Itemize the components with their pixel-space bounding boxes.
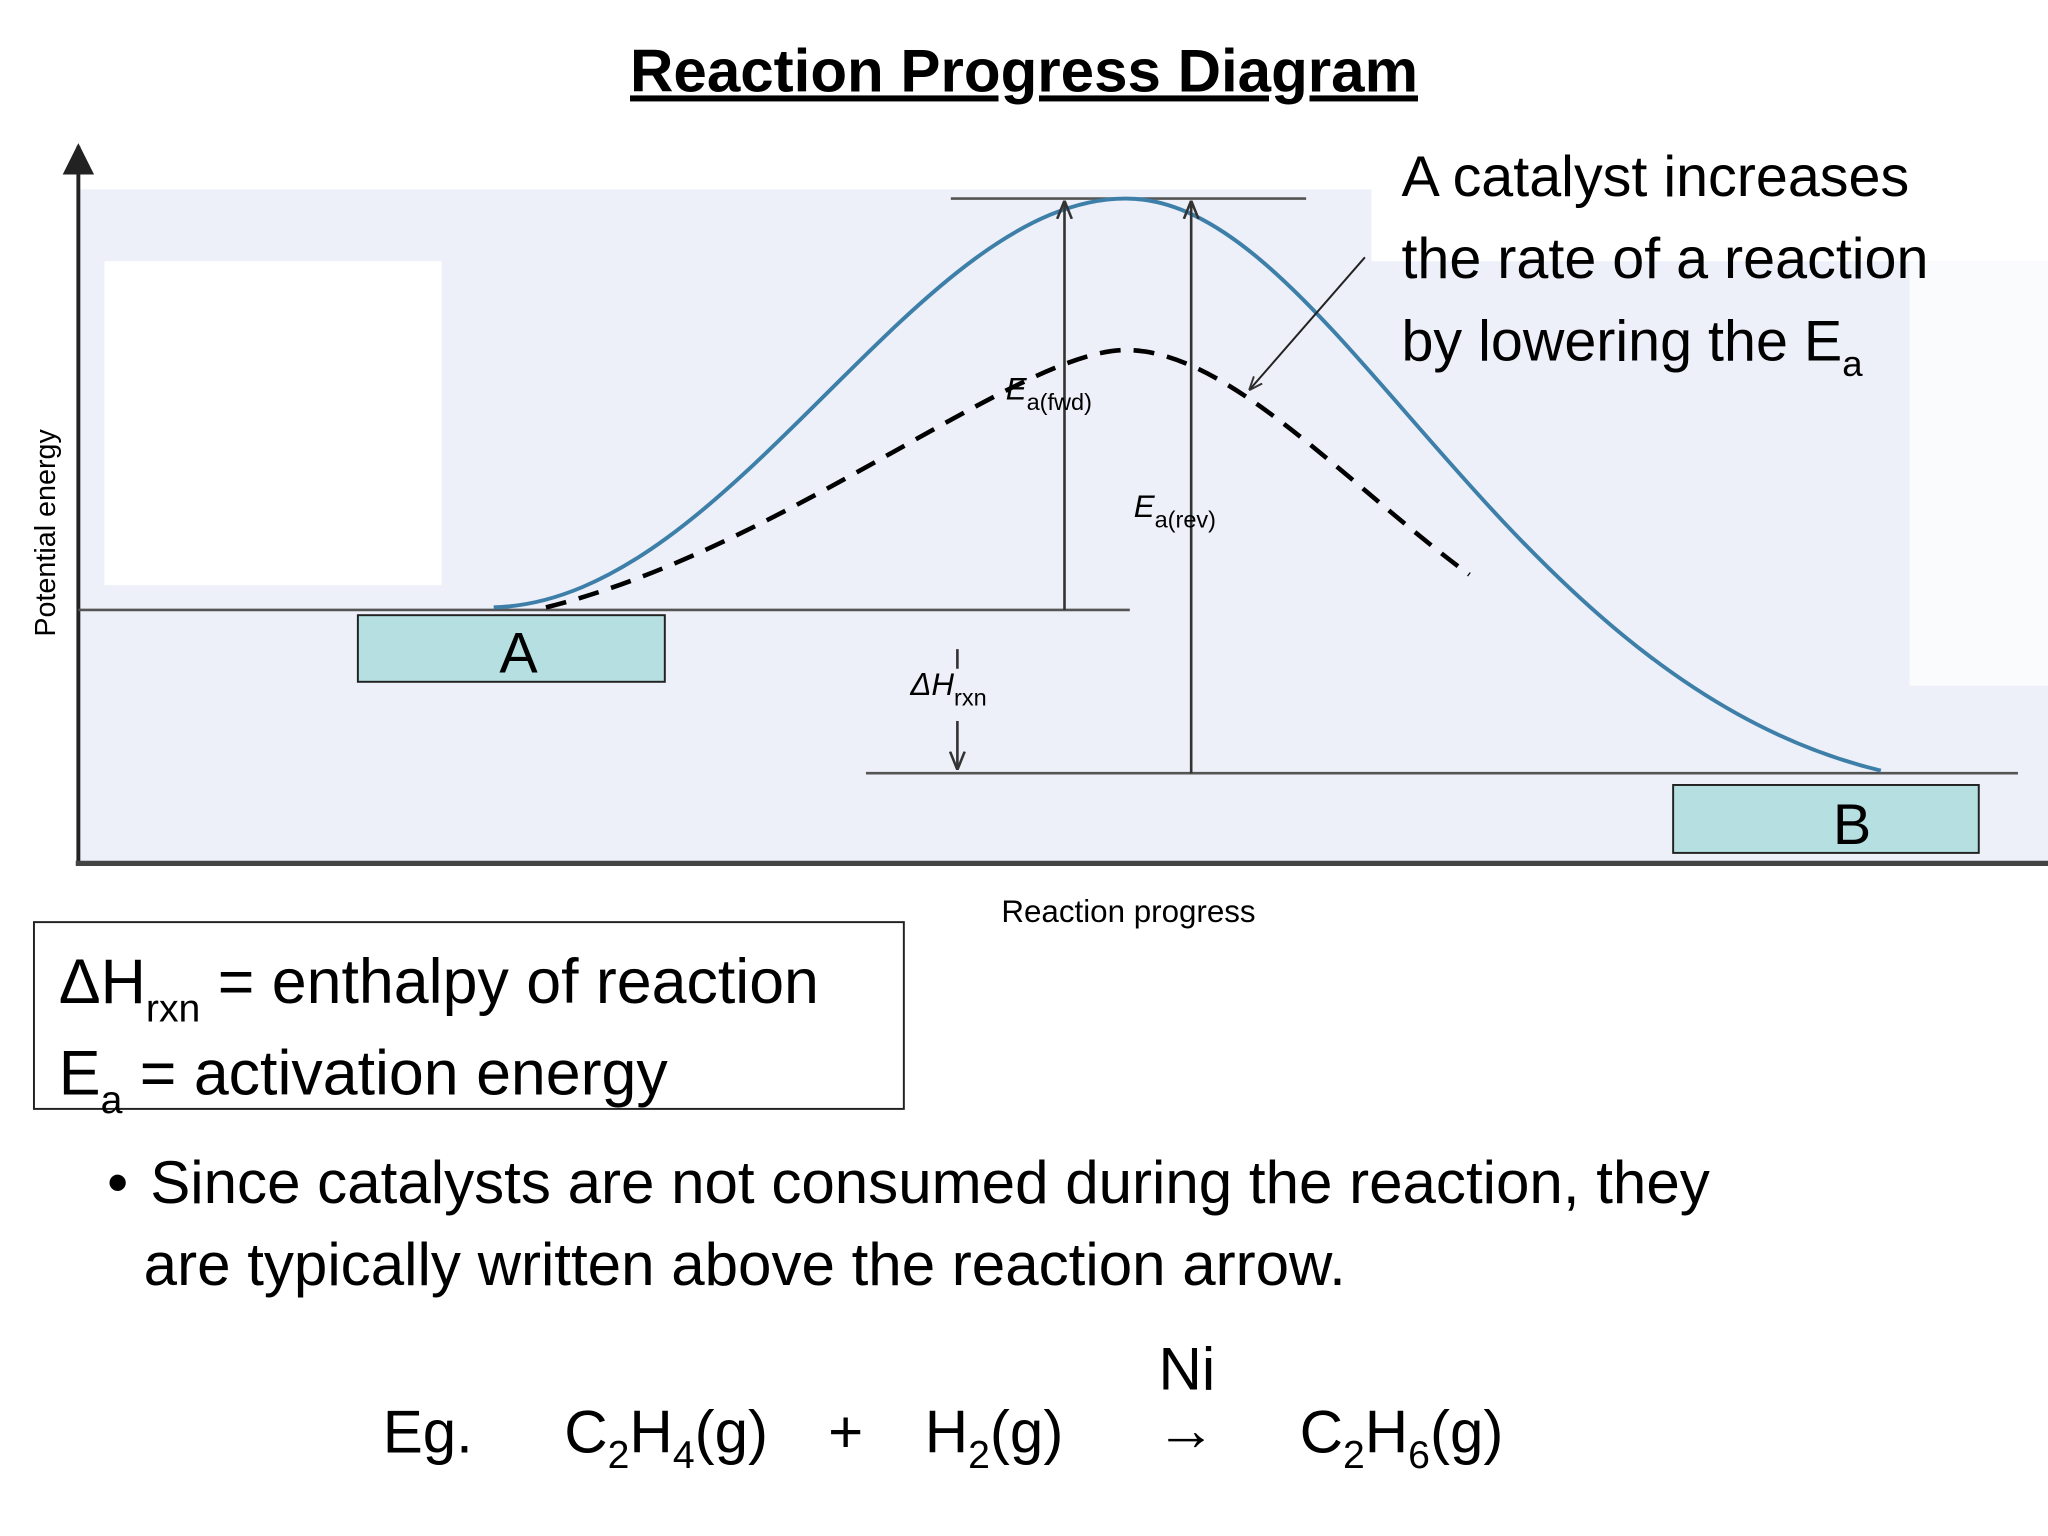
equation-formula: C2H4(g) bbox=[564, 1398, 768, 1477]
dh-label: ΔHrxn bbox=[909, 667, 986, 710]
bullet-line: are typically written above the reaction… bbox=[144, 1231, 1346, 1298]
legend-sub: a bbox=[101, 1079, 123, 1122]
legend-line: Ea = activation energy bbox=[59, 1039, 669, 1122]
product-label: B bbox=[1833, 793, 1871, 857]
formula-text: H bbox=[1365, 1398, 1408, 1465]
background-patch bbox=[1909, 261, 2048, 686]
ea-fwd-label: Ea(fwd) bbox=[1006, 372, 1092, 415]
label-sub: a(fwd) bbox=[1027, 389, 1092, 415]
background-patch bbox=[104, 261, 442, 586]
catalyzed-curve bbox=[545, 347, 1471, 610]
formula-text: H bbox=[925, 1398, 968, 1465]
legend-main: ΔH bbox=[59, 947, 146, 1017]
x-axis-label: Reaction progress bbox=[1001, 894, 1255, 929]
label-main: E bbox=[1134, 489, 1156, 524]
formula-text: C bbox=[564, 1398, 607, 1465]
equation-catalyst: Ni bbox=[1159, 1336, 1216, 1403]
formula-subscript: 4 bbox=[673, 1434, 695, 1477]
equation-formula: H2(g) bbox=[925, 1398, 1064, 1477]
annotation-sub: a bbox=[1842, 343, 1863, 384]
legend-box bbox=[32, 921, 905, 1110]
legend-text: = activation energy bbox=[122, 1039, 668, 1109]
bullet-line: Since catalysts are not consumed during … bbox=[150, 1149, 1710, 1216]
legend-sub: rxn bbox=[146, 987, 200, 1030]
reactant-box bbox=[356, 614, 666, 683]
label-main: ΔH bbox=[909, 667, 954, 702]
legend-main: E bbox=[59, 1039, 101, 1109]
label-sub: a(rev) bbox=[1155, 507, 1216, 533]
reactant-label: A bbox=[499, 622, 538, 686]
annotation-pointer bbox=[1250, 256, 1366, 389]
annotation-line: A catalyst increases bbox=[1401, 145, 1909, 209]
ea-rev-label: Ea(rev) bbox=[1134, 489, 1216, 532]
annotation-line: by lowering the Ea bbox=[1401, 309, 1863, 384]
equation-prefix: Eg. bbox=[383, 1398, 473, 1465]
y-axis-label: Potential energy bbox=[30, 428, 62, 636]
formula-text: C bbox=[1300, 1398, 1343, 1465]
annotation-line: the rate of a reaction bbox=[1401, 227, 1928, 291]
formula-text: H bbox=[629, 1398, 672, 1465]
equation: Eg. Ni → + C2H4(g) H2(g) C2H6(g) bbox=[383, 1336, 1504, 1477]
equation-plus: + bbox=[828, 1398, 863, 1465]
formula-text: (g) bbox=[990, 1398, 1063, 1465]
formula-subscript: 2 bbox=[968, 1434, 990, 1477]
product-box bbox=[1672, 783, 1980, 854]
formula-text: (g) bbox=[695, 1398, 768, 1465]
equation-formula: C2H6(g) bbox=[1300, 1398, 1504, 1477]
legend-line: ΔHrxn = enthalpy of reaction bbox=[59, 947, 819, 1030]
equation-arrow: → bbox=[1156, 1396, 1216, 1463]
annotation-text: by lowering the E bbox=[1401, 309, 1842, 373]
formula-subscript: 2 bbox=[1343, 1434, 1365, 1477]
formula-text: (g) bbox=[1430, 1398, 1503, 1465]
background-patch bbox=[1371, 143, 2048, 262]
formula-subscript: 2 bbox=[608, 1434, 630, 1477]
uncatalyzed-curve bbox=[493, 196, 1882, 773]
legend-text: = enthalpy of reaction bbox=[200, 947, 819, 1017]
label-sub: rxn bbox=[954, 684, 987, 710]
bullet-marker: • bbox=[107, 1149, 128, 1216]
label-main: E bbox=[1006, 372, 1028, 407]
title: Reaction Progress Diagram bbox=[630, 37, 1418, 104]
formula-subscript: 6 bbox=[1408, 1434, 1430, 1477]
